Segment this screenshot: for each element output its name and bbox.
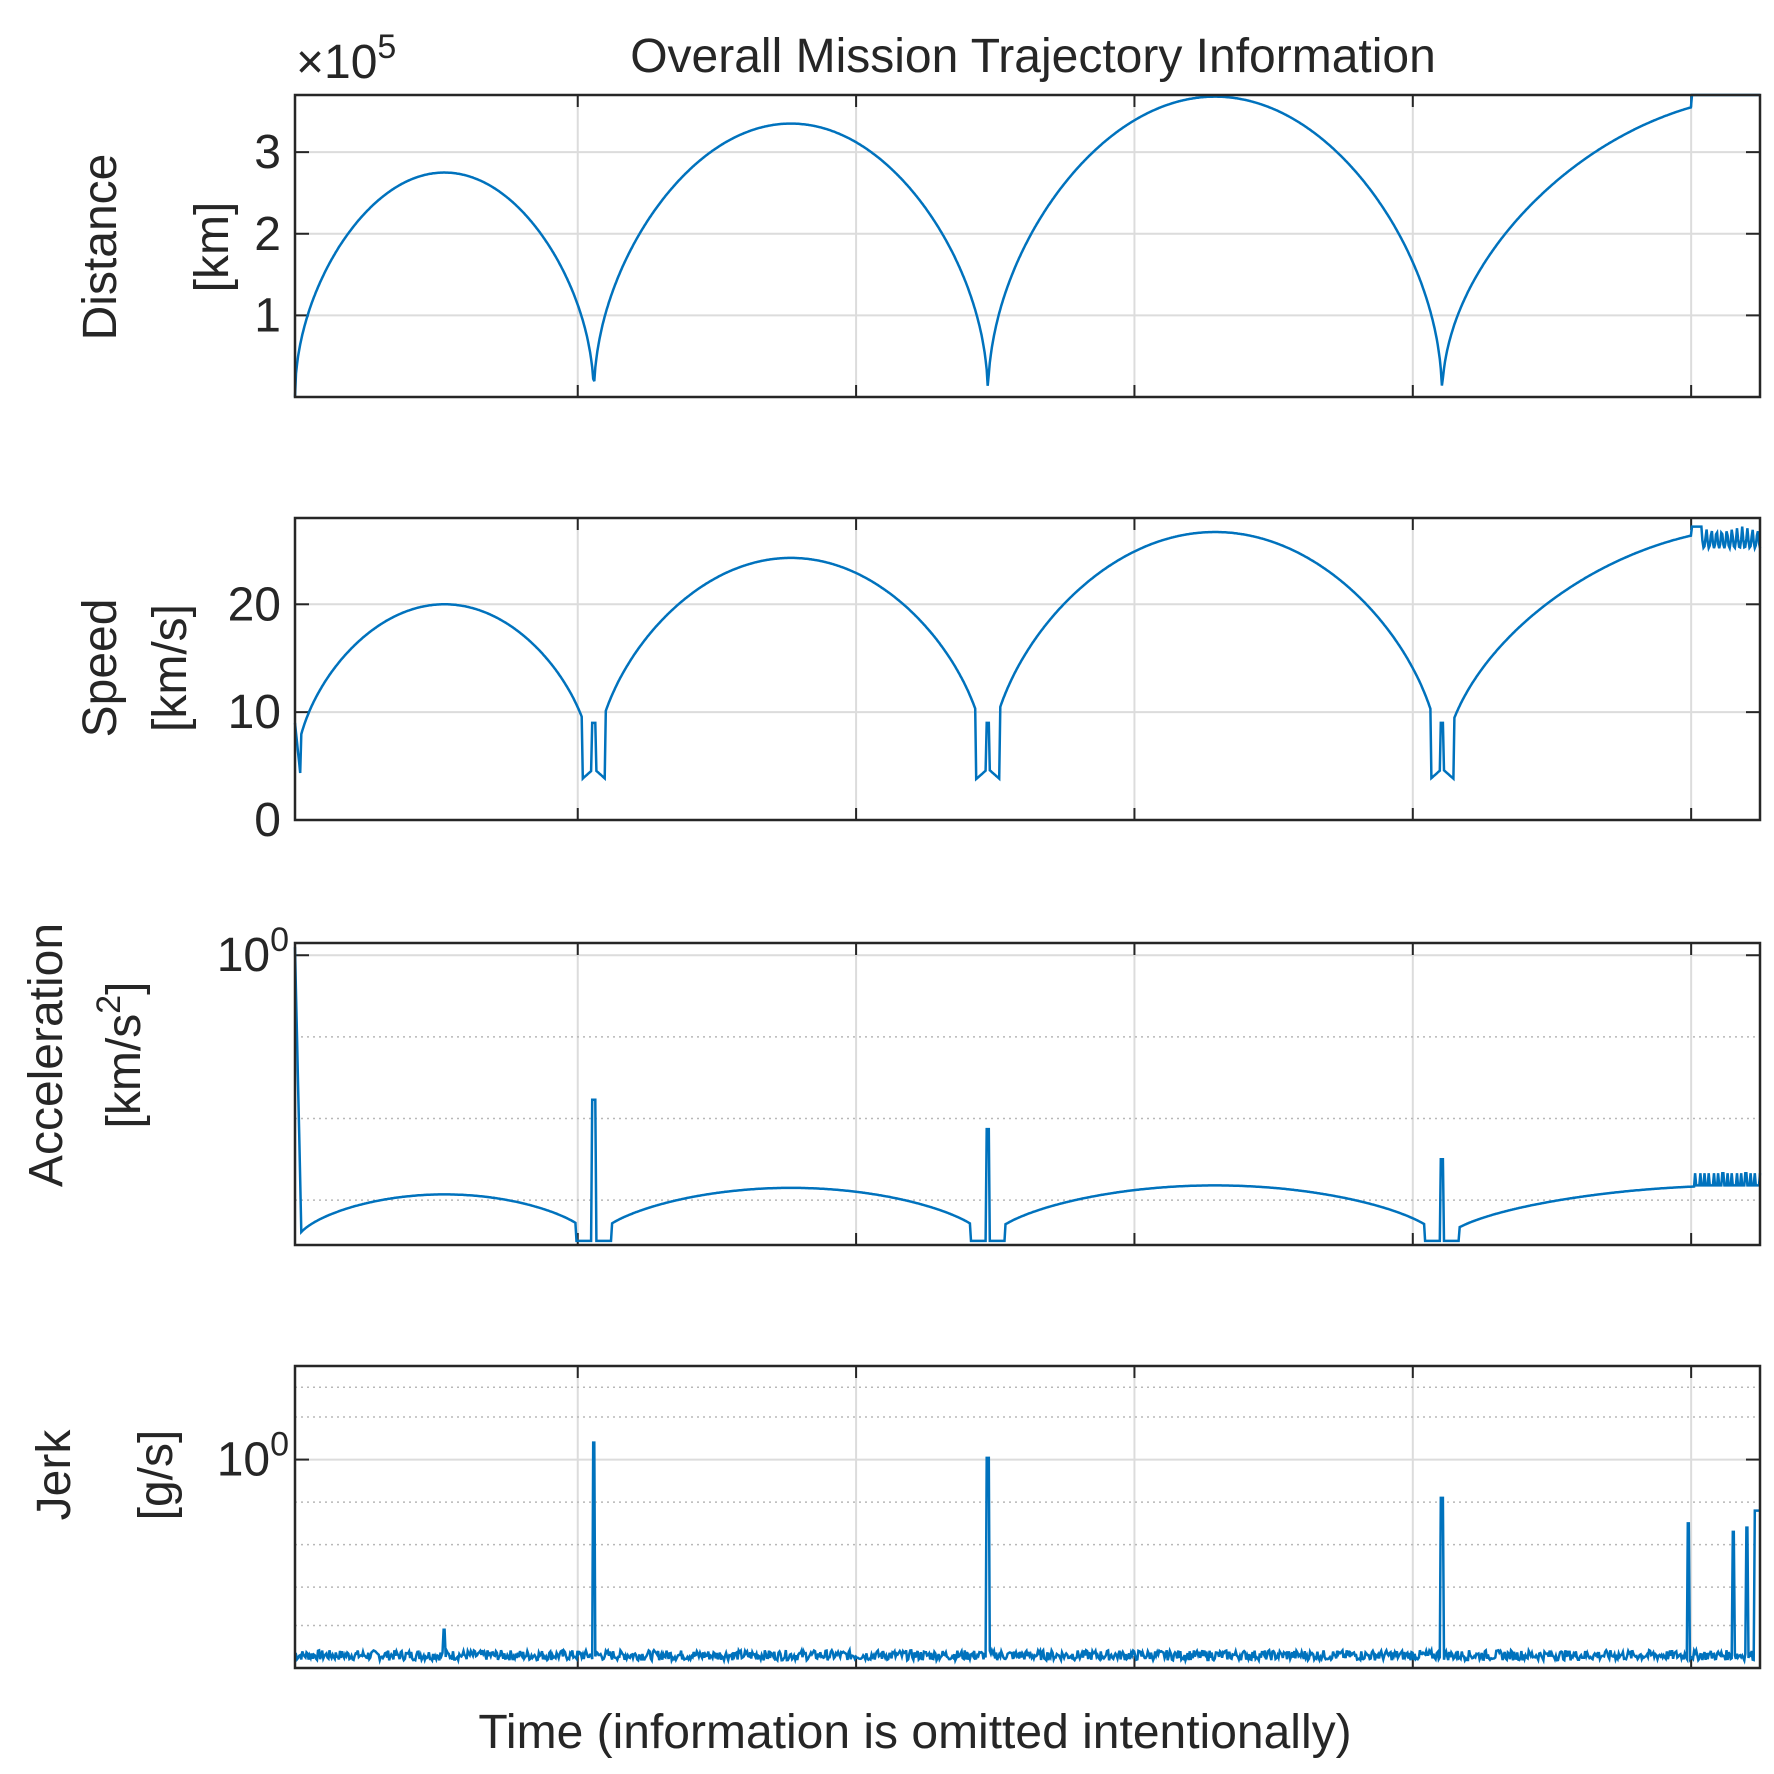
- x-axis-label: Time (information is omitted intentional…: [478, 1706, 1351, 1759]
- distance-axes-box: [293, 93, 1762, 399]
- jerk-ytick-label: 100: [217, 1426, 289, 1487]
- exponent-power: 5: [377, 28, 396, 66]
- distance-series-line: [293, 93, 1760, 398]
- distance-ytick-label: 3: [254, 126, 281, 179]
- jerk-series-line: [294, 1441, 1760, 1666]
- acceleration-grid: [295, 943, 1760, 1245]
- panel-distance: 1 2 3 Distance [km]: [74, 93, 1762, 399]
- speed-axes-box: [293, 516, 1762, 822]
- chart-title: Overall Mission Trajectory Information: [630, 30, 1436, 83]
- exponent-base: ×10: [296, 36, 377, 89]
- acceleration-ytick-label: 100: [217, 921, 289, 982]
- exponent-label: ×105: [296, 28, 396, 89]
- distance-ytick-label: 2: [254, 208, 281, 261]
- jerk-ylabel-unit: [g/s]: [130, 1430, 183, 1521]
- jerk-ylabel: Jerk: [28, 1429, 81, 1521]
- acceleration-ticks: 100: [217, 921, 1760, 1245]
- acceleration-axes-box: [293, 941, 1762, 1247]
- jerk-ytick-label-base: 10: [217, 1434, 270, 1487]
- acceleration-series-line: [293, 947, 1762, 1243]
- jerk-ytick-label-exp: 0: [270, 1426, 289, 1464]
- panel-speed: 0 10 20 Speed [km/s]: [74, 516, 1762, 847]
- acceleration-ytick-label-exp: 0: [270, 921, 289, 959]
- jerk-grid: [295, 1366, 1760, 1668]
- acceleration-ytick-label-base: 10: [217, 929, 270, 982]
- acceleration-ylabel: Acceleration: [20, 923, 73, 1187]
- speed-ylabel-unit: [km/s]: [144, 604, 197, 732]
- distance-ylabel: Distance: [74, 154, 127, 341]
- acceleration-ylabel-unit: [km/s2]: [90, 982, 151, 1129]
- jerk-ticks: 100: [217, 1366, 1760, 1668]
- speed-ytick-label: 20: [228, 578, 281, 631]
- speed-ytick-label: 0: [254, 794, 281, 847]
- speed-series-line: [293, 525, 1762, 782]
- distance-ylabel-unit: [km]: [186, 202, 239, 293]
- panel-acceleration: 100 Acceleration [km/s2]: [20, 921, 1762, 1247]
- speed-ticks: 0 10 20: [228, 518, 1760, 847]
- speed-ytick-label: 10: [228, 686, 281, 739]
- jerk-axes-box: [293, 1364, 1762, 1670]
- distance-grid: [295, 95, 1760, 397]
- distance-ytick-label: 1: [254, 289, 281, 342]
- speed-ylabel: Speed: [74, 599, 127, 738]
- panel-jerk: 100 Jerk [g/s]: [28, 1364, 1762, 1670]
- distance-ticks: 1 2 3: [254, 95, 1760, 397]
